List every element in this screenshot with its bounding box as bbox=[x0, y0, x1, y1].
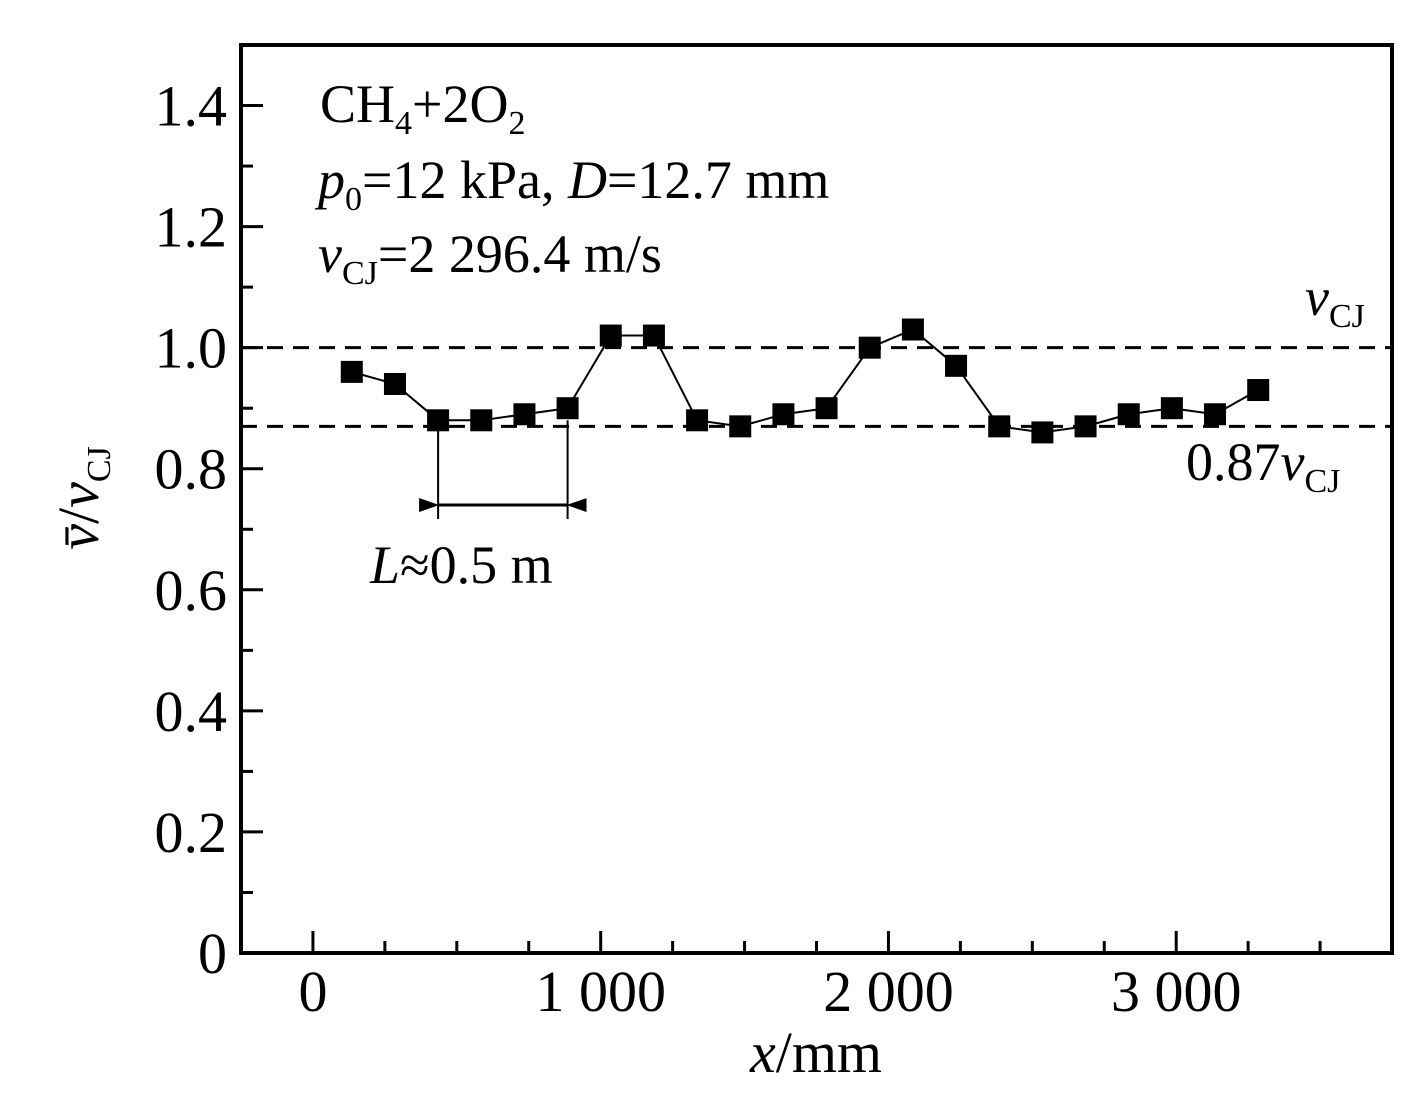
x-tick-label: 2 000 bbox=[823, 959, 954, 1024]
series-segment bbox=[566, 335, 612, 409]
y-tick-label: 0.4 bbox=[155, 679, 228, 744]
data-point bbox=[858, 336, 881, 359]
y-tick-label: 1.0 bbox=[155, 316, 228, 381]
data-point bbox=[1160, 397, 1183, 420]
x-axis-label: x/mm bbox=[749, 1020, 882, 1085]
data-point bbox=[1204, 403, 1227, 426]
annotation-block: CH4+2O2 p0=12 kPa, D=12.7 mm vCJ=2 296.4… bbox=[314, 74, 829, 292]
annotation-mixture: CH4+2O2 bbox=[320, 74, 525, 142]
data-point bbox=[945, 354, 968, 377]
data-point bbox=[1247, 379, 1270, 402]
y-tick-label: 0.8 bbox=[155, 437, 228, 502]
data-point bbox=[513, 403, 536, 426]
length-marker bbox=[419, 420, 587, 520]
y-axis-label: v̄/vCJ bbox=[46, 446, 118, 550]
data-point bbox=[988, 415, 1011, 438]
annotation-vcj: vCJ=2 296.4 m/s bbox=[318, 224, 662, 292]
data-point bbox=[686, 409, 709, 432]
y-tick-label: 0.6 bbox=[155, 558, 228, 623]
refline-label-vcj: vCJ bbox=[1305, 267, 1365, 335]
y-tick-label: 1.4 bbox=[155, 74, 228, 139]
data-point bbox=[901, 318, 924, 341]
y-tick-label: 0.2 bbox=[155, 800, 228, 865]
data-point bbox=[1074, 415, 1097, 438]
data-point bbox=[470, 409, 493, 432]
y-tick-label: 1.2 bbox=[155, 195, 228, 260]
axis-ticks bbox=[241, 104, 1322, 953]
data-point bbox=[1117, 403, 1140, 426]
data-point bbox=[642, 324, 665, 347]
data-point bbox=[599, 324, 622, 347]
x-tick-label: 1 000 bbox=[535, 959, 666, 1024]
data-point bbox=[1031, 421, 1054, 444]
data-point bbox=[556, 397, 579, 420]
annotation-conditions: p0=12 kPa, D=12.7 mm bbox=[314, 150, 829, 218]
x-tick-label: 3 000 bbox=[1111, 959, 1242, 1024]
refline-label-087vcj: 0.87vCJ bbox=[1186, 432, 1340, 500]
data-point bbox=[815, 397, 838, 420]
data-point bbox=[729, 415, 752, 438]
data-series bbox=[340, 318, 1270, 444]
data-point bbox=[340, 360, 363, 383]
tick-labels: 0 1 000 2 000 3 000 0 0.2 0.4 0.6 0.8 1.0 1.2 1.4 bbox=[155, 74, 1242, 1024]
length-marker-label: L≈0.5 m bbox=[369, 535, 553, 595]
x-tick-label: 0 bbox=[298, 959, 327, 1024]
series-segment bbox=[653, 335, 698, 421]
y-tick-label: 0 bbox=[198, 921, 227, 986]
data-point bbox=[772, 403, 795, 426]
data-point bbox=[383, 372, 406, 395]
